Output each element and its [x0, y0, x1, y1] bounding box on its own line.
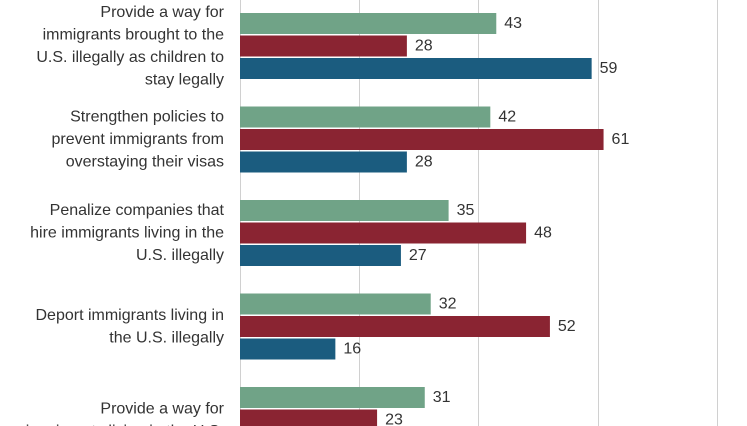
category-label: Provide a way for immigrants living in th… [26, 400, 225, 426]
bar [240, 316, 550, 337]
category-label-line: stay legally [145, 71, 224, 88]
category-label-line: Provide a way for [100, 4, 224, 21]
category-label-line: Provide a way for [100, 400, 224, 417]
bar [240, 58, 592, 79]
category-label: Deport immigrants living in the U.S. ille… [35, 307, 224, 347]
data-label: 61 [612, 131, 630, 148]
data-label: 23 [385, 412, 403, 426]
category-label-line: immigrants living in the U.S. [26, 423, 224, 426]
data-label: 27 [409, 247, 427, 264]
data-label: 28 [415, 154, 433, 171]
category-label-line: hire immigrants living in the [30, 225, 224, 242]
category-label-line: the U.S. illegally [109, 329, 224, 346]
category-label-line: Penalize companies that [50, 202, 225, 219]
bar [240, 387, 425, 408]
bar [240, 338, 336, 360]
category-labels: Provide a way for immigrants brought to t… [26, 4, 225, 426]
data-label: 16 [343, 341, 361, 358]
category-label-line: Deport immigrants living in [35, 307, 224, 324]
data-label: 43 [504, 15, 522, 32]
category-label-line: U.S. illegally [136, 247, 224, 264]
bar [240, 409, 378, 426]
bar [240, 151, 407, 173]
data-label: 28 [415, 38, 433, 55]
data-label: 59 [600, 60, 618, 77]
data-label: 35 [457, 202, 475, 219]
bar [240, 106, 491, 128]
value-labels: 43 28 59 42 61 28 35 48 27 32 52 16 31 23 [343, 15, 629, 426]
bar [240, 222, 527, 244]
category-label-line: Strengthen policies to [70, 109, 224, 126]
category-label-line: U.S. illegally as children to [36, 49, 224, 66]
category-label: Penalize companies that hire immigrants l… [30, 202, 224, 264]
bar [240, 129, 604, 150]
data-label: 42 [498, 109, 516, 126]
data-label: 52 [558, 318, 576, 335]
bar [240, 245, 401, 266]
category-label: Provide a way for immigrants brought to t… [36, 4, 224, 89]
bar [240, 200, 449, 221]
bars [240, 13, 604, 426]
category-label-line: immigrants brought to the [43, 26, 225, 43]
data-label: 48 [534, 225, 552, 242]
data-label: 31 [433, 389, 451, 406]
bar [240, 35, 407, 57]
bar [240, 293, 431, 315]
bar [240, 13, 497, 34]
data-label: 32 [439, 296, 457, 313]
category-label: Strengthen policies to prevent immigrants… [52, 109, 225, 171]
category-label-line: overstaying their visas [66, 154, 224, 171]
category-label-line: prevent immigrants from [52, 131, 225, 148]
